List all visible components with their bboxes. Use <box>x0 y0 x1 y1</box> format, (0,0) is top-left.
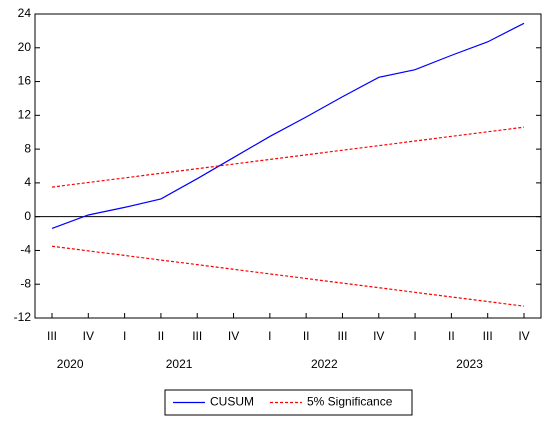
x-tick-label: II <box>158 329 165 343</box>
x-tick-label: II <box>303 329 310 343</box>
year-label: 2020 <box>57 357 84 371</box>
y-tick-label: -12 <box>14 310 32 324</box>
y-tick-label: -4 <box>20 243 31 257</box>
x-tick-label: IV <box>83 329 94 343</box>
x-tick-label: IV <box>518 329 529 343</box>
x-tick-label: III <box>483 329 493 343</box>
y-tick-label: 20 <box>18 40 32 54</box>
y-tick-label: 4 <box>24 175 31 189</box>
year-label: 2023 <box>456 357 483 371</box>
series-line <box>51 126 525 188</box>
x-tick-label: I <box>123 329 126 343</box>
y-tick-label: 24 <box>18 6 32 20</box>
x-tick-label: II <box>448 329 455 343</box>
y-tick-label: 8 <box>24 141 31 155</box>
y-tick-label: 0 <box>24 209 31 223</box>
x-tick-label: III <box>47 329 57 343</box>
y-tick-label: -8 <box>20 276 31 290</box>
x-tick-label: IV <box>228 329 239 343</box>
plot-frame <box>34 13 542 319</box>
x-tick-label: I <box>268 329 271 343</box>
y-tick-label: 16 <box>18 74 32 88</box>
year-label: 2022 <box>311 357 338 371</box>
x-tick-label: III <box>337 329 347 343</box>
legend-box <box>164 389 413 416</box>
x-tick-label: III <box>192 329 202 343</box>
legend-label: CUSUM <box>210 395 254 409</box>
x-tick-label: IV <box>373 329 384 343</box>
legend-label: 5% Significance <box>307 395 393 409</box>
y-tick-label: 12 <box>18 108 32 122</box>
series-line <box>51 22 525 230</box>
series-line <box>51 245 525 307</box>
year-label: 2021 <box>166 357 193 371</box>
x-tick-label: I <box>413 329 416 343</box>
